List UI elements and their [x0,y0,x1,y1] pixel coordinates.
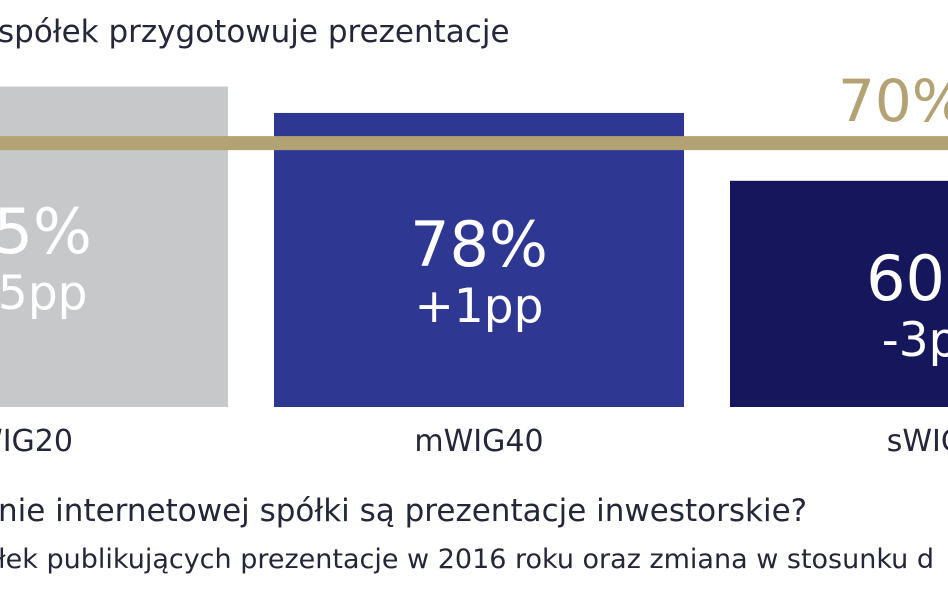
reference-line-label: 70% [838,67,948,135]
chart-subtitle: łek publikujących prezentacje w 2016 rok… [0,544,934,575]
category-label-mwig40: mWIG40 [414,424,543,459]
chart-title: spółek przygotowuje prezentacje [0,14,510,50]
bar-change-label-wig20: +5pp [0,266,87,321]
category-label-wig20: WIG20 [0,424,73,459]
bar-swig80 [730,180,948,407]
bar-value-label-wig20: 85% [0,195,92,268]
chart-question: nie internetowej spółki są prezentacje i… [0,493,808,529]
category-label-swig80: sWIG8 [887,424,948,459]
bar-chart: 70% 85%+5pp WIG20 78%+1pp mWIG40 60%-3pp sWIG… [0,67,948,459]
bar-change-label-mwig40: +1pp [415,279,544,334]
bar-change-label-swig80: -3pp [882,313,948,368]
bar-mwig40 [274,112,684,407]
bar-value-label-mwig40: 78% [410,208,548,281]
bar-value-label-swig80: 60% [866,242,948,315]
